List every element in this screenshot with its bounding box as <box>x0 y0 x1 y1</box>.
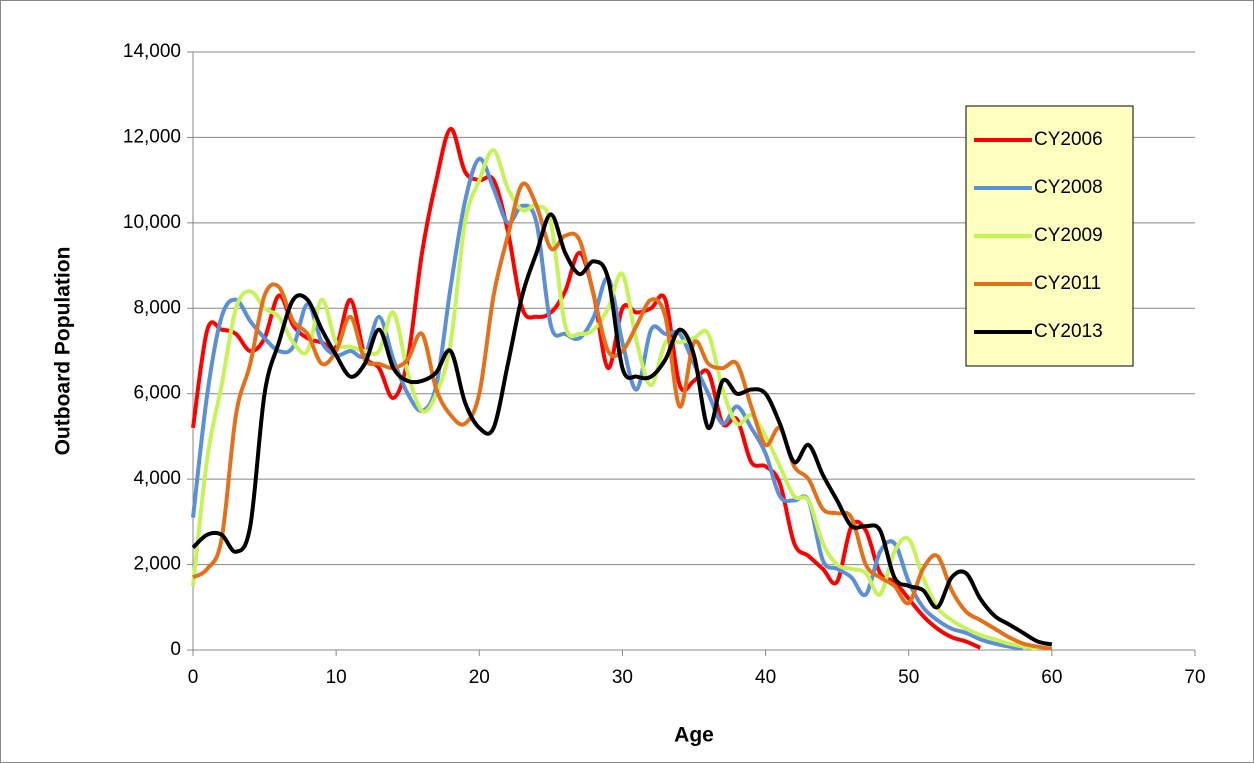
x-tick-label: 50 <box>898 667 919 688</box>
x-axis-title: Age <box>674 724 714 747</box>
series-line <box>191 148 1038 652</box>
x-tick-label: 70 <box>1184 667 1205 688</box>
y-tick-label: 8,000 <box>133 297 181 318</box>
y-tick-label: 2,000 <box>133 554 181 575</box>
y-tick-label: 4,000 <box>133 468 181 489</box>
x-tick-label: 30 <box>612 667 633 688</box>
legend-label: CY2011 <box>1034 273 1101 294</box>
legend-label: CY2009 <box>1034 225 1103 246</box>
x-tick-label: 40 <box>755 667 776 688</box>
y-tick-label: 0 <box>170 639 181 660</box>
legend-label: CY2008 <box>1034 177 1103 198</box>
y-tick-label: 14,000 <box>123 41 181 62</box>
series-line <box>191 212 1053 647</box>
y-tick-label: 6,000 <box>133 383 181 404</box>
legend-label: CY2013 <box>1034 321 1103 342</box>
x-tick-label: 60 <box>1041 667 1062 688</box>
x-tick-label: 0 <box>188 667 199 688</box>
x-tick-label: 10 <box>326 667 347 688</box>
legend-label: CY2006 <box>1034 129 1103 150</box>
y-axis-title: Outboard Population <box>52 247 75 456</box>
series-line <box>191 156 1024 651</box>
y-tick-label: 10,000 <box>123 212 181 233</box>
x-tick-label: 20 <box>469 667 490 688</box>
y-tick-label: 12,000 <box>123 126 181 147</box>
